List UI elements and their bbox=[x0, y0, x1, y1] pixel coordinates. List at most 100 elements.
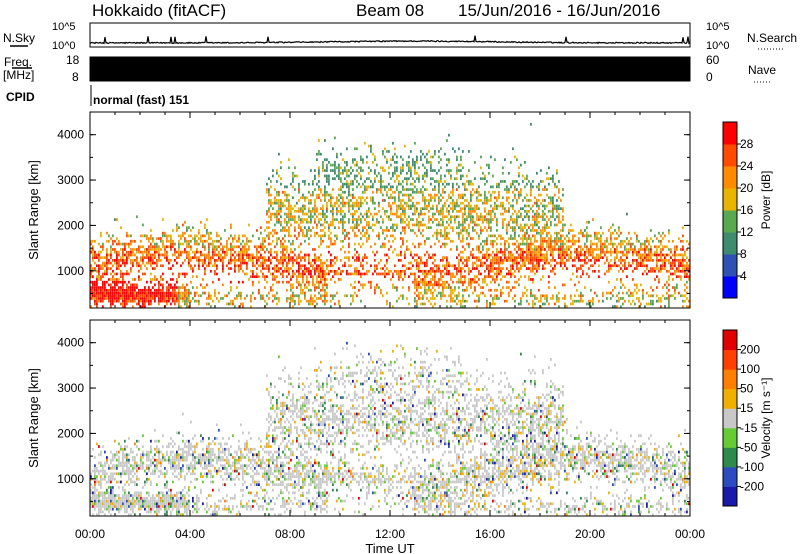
echo-cell bbox=[206, 283, 208, 287]
echo-cell bbox=[522, 242, 524, 246]
echo-cell bbox=[186, 283, 188, 287]
echo-cell bbox=[340, 185, 342, 189]
echo-cell bbox=[328, 245, 330, 249]
echo-cell bbox=[456, 248, 458, 251]
echo-cell bbox=[268, 259, 270, 262]
echo-cell bbox=[490, 267, 492, 270]
echo-cell bbox=[320, 261, 322, 265]
echo-cell bbox=[594, 291, 596, 295]
echo-cell bbox=[248, 259, 250, 262]
echo-cell bbox=[496, 250, 498, 254]
echo-cell bbox=[414, 190, 416, 194]
echo-cell bbox=[524, 291, 526, 295]
echo-cell bbox=[236, 245, 238, 249]
echo-cell bbox=[650, 250, 652, 254]
echo-cell bbox=[528, 237, 530, 240]
echo-cell bbox=[532, 253, 534, 257]
echo-cell bbox=[390, 185, 392, 189]
echo-cell bbox=[138, 302, 140, 306]
echo-cell bbox=[160, 291, 162, 295]
echo-cell bbox=[512, 218, 514, 221]
echo-cell bbox=[666, 280, 668, 284]
echo-cell bbox=[514, 180, 516, 183]
echo-cell bbox=[286, 299, 288, 303]
echo-cell bbox=[110, 272, 112, 276]
echo-cell bbox=[276, 242, 278, 246]
echo-cell bbox=[122, 294, 124, 298]
echo-cell bbox=[298, 190, 300, 194]
echo-cell bbox=[290, 248, 292, 251]
echo-cell bbox=[634, 259, 636, 262]
echo-cell bbox=[230, 299, 232, 303]
echo-cell bbox=[304, 204, 306, 208]
echo-cell bbox=[164, 250, 166, 254]
echo-cell bbox=[322, 163, 324, 167]
echo-cell bbox=[488, 171, 490, 175]
echo-cell bbox=[428, 286, 430, 289]
echo-cell bbox=[356, 161, 358, 164]
echo-cell bbox=[370, 212, 372, 216]
echo-cell bbox=[410, 193, 412, 197]
echo-cell bbox=[322, 193, 324, 197]
echo-cell bbox=[514, 218, 516, 221]
echo-cell bbox=[222, 256, 224, 260]
echo-cell bbox=[444, 152, 446, 156]
echo-cell bbox=[112, 288, 114, 292]
echo-cell bbox=[408, 196, 410, 200]
echo-cell bbox=[178, 275, 180, 279]
echo-cell bbox=[150, 229, 152, 232]
echo-cell bbox=[354, 204, 356, 208]
echo-cell bbox=[314, 299, 316, 303]
echo-cell bbox=[278, 210, 280, 213]
echo-cell bbox=[290, 223, 292, 227]
echo-cell bbox=[338, 210, 340, 213]
echo-cell bbox=[522, 234, 524, 238]
echo-cell bbox=[458, 299, 460, 303]
echo-cell bbox=[422, 294, 424, 298]
echo-cell bbox=[132, 248, 134, 251]
echo-cell bbox=[526, 229, 528, 232]
echo-cell bbox=[666, 291, 668, 295]
echo-cell bbox=[580, 231, 582, 235]
echo-cell bbox=[444, 283, 446, 287]
echo-cell bbox=[404, 177, 406, 181]
echo-cell bbox=[140, 305, 142, 309]
echo-cell bbox=[334, 294, 336, 298]
echo-cell bbox=[422, 152, 424, 156]
echo-cell bbox=[256, 229, 258, 232]
echo-cell bbox=[426, 161, 428, 164]
echo-cell bbox=[394, 147, 396, 151]
echo-cell bbox=[424, 272, 426, 276]
echo-cell bbox=[568, 259, 570, 262]
echo-cell bbox=[564, 283, 566, 287]
echo-cell bbox=[330, 259, 332, 262]
echo-cell bbox=[278, 152, 280, 156]
echo-cell bbox=[366, 272, 368, 276]
echo-cell bbox=[514, 269, 516, 273]
echo-cell bbox=[410, 199, 412, 202]
echo-cell bbox=[476, 305, 478, 309]
echo-cell bbox=[532, 250, 534, 254]
echo-cell bbox=[126, 299, 128, 303]
echo-cell bbox=[464, 220, 466, 224]
echo-cell bbox=[526, 193, 528, 197]
echo-cell bbox=[352, 272, 354, 276]
echo-cell bbox=[108, 259, 110, 262]
echo-cell bbox=[428, 269, 430, 273]
echo-cell bbox=[200, 283, 202, 287]
echo-cell bbox=[546, 171, 548, 175]
echo-cell bbox=[552, 196, 554, 200]
echo-cell bbox=[428, 193, 430, 197]
echo-cell bbox=[312, 210, 314, 213]
echo-cell bbox=[172, 299, 174, 303]
echo-cell bbox=[306, 286, 308, 289]
echo-cell bbox=[460, 267, 462, 270]
echo-cell bbox=[96, 302, 98, 306]
echo-cell bbox=[424, 171, 426, 175]
echo-cell bbox=[562, 253, 564, 257]
echo-cell bbox=[360, 177, 362, 181]
echo-cell bbox=[394, 196, 396, 200]
echo-cell bbox=[324, 218, 326, 221]
echo-cell bbox=[466, 215, 468, 219]
echo-cell bbox=[332, 169, 334, 172]
